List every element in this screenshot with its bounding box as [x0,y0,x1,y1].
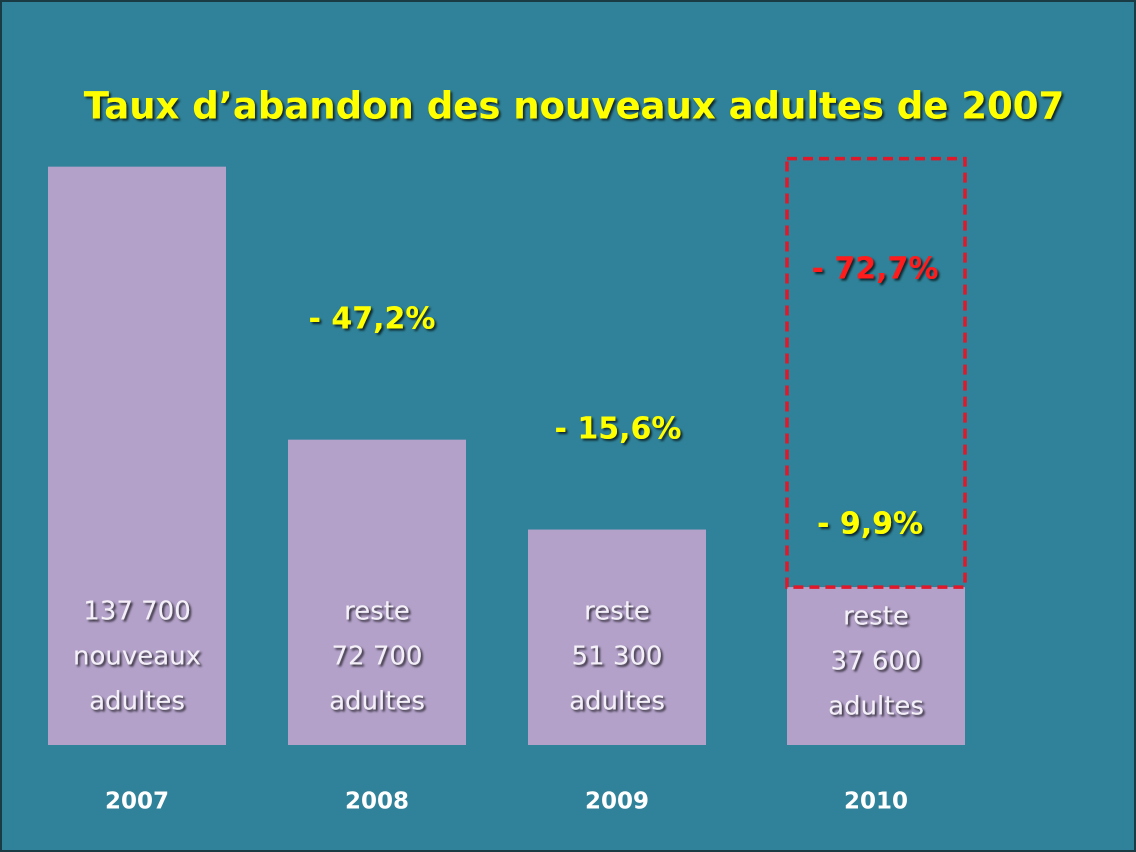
drop-annotation: - 15,6% [555,412,682,447]
bar [528,529,706,745]
bar-label: 137 700 [83,597,191,627]
bar [48,166,226,745]
bar-label: reste [843,602,909,632]
bar-label: reste [584,597,650,627]
bar-label: adultes [569,687,665,717]
drop-annotation: - 9,9% [817,507,923,542]
loss-box [785,156,967,589]
drop-annotation: - 72,7% [812,252,939,287]
bar-label: 72 700 [332,642,423,672]
bar [288,439,466,745]
bar-label: reste [344,597,410,627]
bar-label: adultes [828,692,924,722]
x-tick-label: 2008 [345,789,409,815]
drop-annotation: - 47,2% [309,302,436,337]
bar-label: 37 600 [831,647,922,677]
chart-title: Taux d’abandon des nouveaux adultes de 2… [84,85,1064,128]
bar-label: adultes [89,687,185,717]
bar-label: nouveaux [73,642,201,672]
x-tick-label: 2007 [105,789,169,815]
bar [787,587,965,745]
x-tick-label: 2009 [585,789,649,815]
bar-label: 51 300 [572,642,663,672]
bar-label: adultes [329,687,425,717]
x-tick-label: 2010 [844,789,908,815]
